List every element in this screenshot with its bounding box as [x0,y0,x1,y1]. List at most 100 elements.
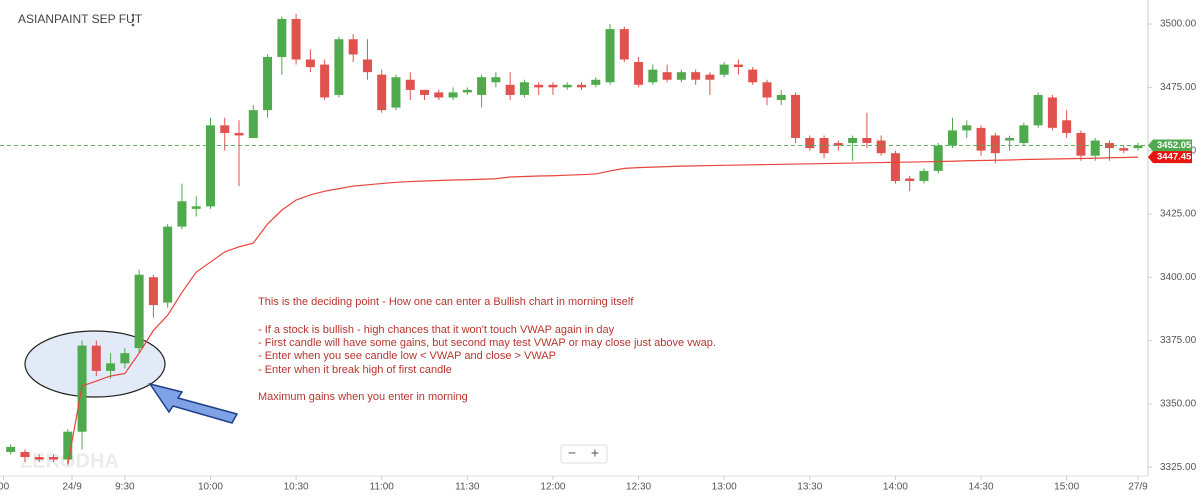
candle-body [791,94,801,138]
zoom-out[interactable]: − [568,445,576,461]
candle-body [762,82,772,98]
candle-body [63,431,73,460]
candle-body [848,137,858,144]
candle-body [34,457,44,460]
vwap-line [67,156,1139,465]
candle-body [662,72,672,80]
zoom-box [560,444,608,464]
annotation-line: This is the deciding point - How one can… [258,296,634,308]
candle-body [91,345,101,371]
candle-body [462,89,472,93]
y-tick-label: 3350.00 [1160,398,1197,409]
candle-body [205,125,215,207]
candle-body [362,59,372,73]
candle-body [505,84,515,95]
candle-body [405,79,415,90]
annotation-line: - Enter when you see candle low < VWAP a… [258,350,556,362]
candle-body [976,127,986,151]
x-tick-label: 15:00 [1054,482,1079,493]
candle-body [605,29,615,83]
candle-body [705,74,715,80]
candle-body [420,89,430,95]
last-price-tag [1148,139,1192,152]
x-tick-label: 00 [0,482,10,493]
x-tick-label: 11:00 [370,482,395,493]
y-tick-label: 3500.00 [1160,19,1197,30]
candle-body [348,39,358,55]
x-tick-label: 13:30 [797,482,822,493]
candle-body [876,140,886,154]
candle-body [177,201,187,227]
candle-body [106,363,116,371]
candle-body [120,353,130,364]
candle-body [691,72,701,80]
candle-body [320,64,330,98]
candle-body [148,277,158,306]
candle-body [1133,145,1143,149]
candle-body [919,170,929,182]
candle-body [263,56,273,111]
candle-body [1005,137,1015,141]
annotation-line: - Enter when it break high of first cand… [258,364,452,376]
candle-body [748,69,758,83]
candle-body [220,125,230,133]
y-tick-label: 3400.00 [1160,272,1197,283]
candle-body [163,226,173,303]
x-tick-label: 12:30 [626,482,651,493]
candle-body [134,274,144,349]
candle-body [548,84,558,88]
vwap-tag [1148,151,1192,164]
background: ZERODHA [20,450,119,472]
candle-body [49,457,59,460]
watermark: ZERODHA [20,450,119,472]
instrument-title: ASIANPAINT SEP FUT [18,12,143,26]
candle-body [1076,132,1086,156]
x-tick-label: 27/9 [1128,482,1148,493]
candle-body [862,137,872,144]
menu-icon[interactable] [131,13,135,27]
x-tick-label: 10:30 [284,482,309,493]
candle-body [305,59,315,68]
candle-body [634,62,644,85]
candle-body [990,135,1000,154]
candle-body [434,92,444,98]
candle-body [20,451,30,458]
candle-body [1119,148,1129,151]
x-tick-label: 13:00 [712,482,737,493]
candle-body [391,77,401,108]
candle-body [1062,120,1072,133]
y-tick-label: 3325.00 [1160,462,1197,473]
annotation-line: - If a stock is bullish - high chances t… [258,324,615,336]
candle-body [833,143,843,146]
pointer-arrow [148,382,239,424]
annotation-line: - First candle will have some gains, but… [258,337,716,349]
candle-body [248,110,258,138]
candle-body [1090,140,1100,156]
candle-body [377,74,387,111]
candle-body [948,130,958,146]
candle-body [234,132,244,136]
last-price-label: 3452.05 [1157,140,1192,151]
candle-body [619,29,629,60]
candle-body [733,64,743,68]
candle-body [719,64,729,75]
candle-body [562,84,572,88]
candle-body [962,125,972,131]
x-tick-label: 10:00 [198,482,223,493]
x-tick-label: 12:00 [540,482,565,493]
x-tick-label: 24/9 [62,482,82,493]
candle-body [277,18,287,57]
candle-body [1019,125,1029,144]
candle-body [1033,94,1043,126]
candle-body [191,206,201,209]
y-tick-label: 3375.00 [1160,335,1197,346]
x-tick-label: 14:30 [969,482,994,493]
candle-body [448,92,458,98]
candle-body [1047,97,1057,128]
zoom-in[interactable]: + [591,445,599,461]
candle-body [591,79,601,85]
candle-body [334,39,344,95]
candle-body [776,94,786,101]
candle-body [805,137,815,149]
